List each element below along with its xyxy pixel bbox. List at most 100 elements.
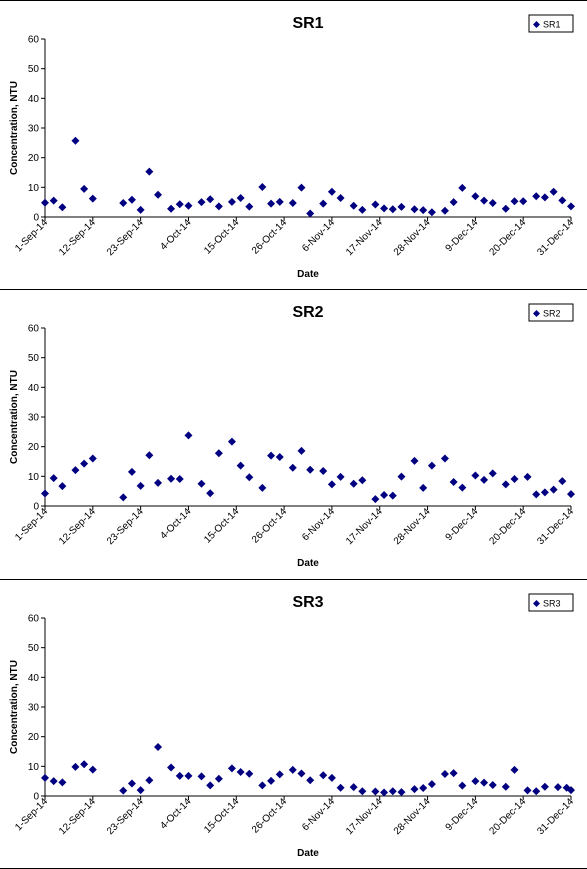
sr3-data-point [532, 787, 541, 796]
sr2-data-point [458, 483, 467, 492]
sr2-data-point [371, 495, 380, 504]
sr2-data-point [532, 490, 541, 499]
sr2-legend-box [528, 303, 574, 322]
sr1-data-point [510, 197, 519, 206]
sr2-legend: SR2 [528, 303, 574, 322]
sr3-data-point [480, 778, 489, 787]
sr3-data-point [419, 783, 428, 792]
sr2-x-tick-label: 9-Dec-14 [444, 506, 481, 543]
sr2-legend-label: SR2 [543, 309, 561, 319]
sr3-data-point [49, 777, 58, 786]
sr1-y-tick-label: 20 [28, 153, 40, 164]
sr1-data-point [71, 136, 80, 145]
sr2-data-point [136, 481, 145, 490]
sr2-data-point [336, 472, 345, 481]
sr2-data-point [397, 472, 406, 481]
sr3-data-point [510, 765, 519, 774]
sr2-x-tick-label: 28-Nov-14 [392, 506, 433, 547]
sr3-data-point [227, 764, 236, 773]
sr1-data-point [319, 199, 328, 208]
sr2-data-point [449, 477, 458, 486]
sr3-data-point [127, 779, 136, 788]
sr1-data-point [358, 205, 367, 214]
sr3-legend-marker [533, 600, 540, 607]
sr3-legend-label: SR3 [543, 599, 561, 609]
sr2-data-point [410, 456, 419, 465]
sr1-y-tick-label: 30 [28, 124, 40, 135]
sr1-data-point [397, 202, 406, 211]
sr3-x-tick-label: 4-Oct-14 [158, 796, 194, 832]
sr3-y-tick-label: 10 [28, 762, 40, 773]
sr2-y-tick-label: 20 [28, 442, 40, 453]
sr1-data-point [80, 184, 89, 193]
sr1-x-tick-label: 15-Oct-14 [202, 217, 242, 257]
sr2-data-point [154, 478, 163, 487]
sr1-data-point [145, 167, 154, 176]
sr1-y-tick-label: 10 [28, 183, 40, 194]
sr1-x-tick-label: 6-Nov-14 [300, 217, 337, 254]
sr3-data-point [306, 776, 315, 785]
sr1-x-tick-label: 17-Nov-14 [344, 217, 385, 258]
sr2-y-tick-label: 60 [28, 324, 40, 335]
sr2-x-tick-label: 15-Oct-14 [202, 506, 242, 546]
sr1-data-point [154, 190, 163, 199]
sr1-x-tick-label: 9-Dec-14 [444, 217, 481, 254]
sr3-chart-title: SR3 [292, 594, 323, 611]
sr2-data-point [58, 482, 67, 491]
sr1-data-point [258, 183, 267, 192]
sr2-data-point [197, 479, 206, 488]
sr3-data-point [397, 788, 406, 797]
sr1-data-point [567, 202, 575, 211]
sr1-data-point [88, 194, 97, 203]
sr3-data-point [449, 769, 458, 778]
sr1-data-point [419, 206, 428, 215]
sr2-data-point [214, 449, 223, 458]
sr3-x-tick-label: 9-Dec-14 [444, 796, 481, 833]
sr1-data-point [349, 201, 358, 210]
sr3-y-tick-label: 0 [33, 792, 39, 803]
sr3-data-point [458, 781, 467, 790]
sr1-data-point [267, 199, 276, 208]
sr3-data-point [327, 773, 336, 782]
sr2-data-point [245, 473, 254, 482]
sr1-x-tick-label: 12-Sep-14 [57, 217, 98, 258]
sr1-data-point [214, 202, 223, 211]
sr1-data-point [532, 192, 541, 201]
sr3-data-point [206, 781, 215, 790]
sr2-data-point [327, 480, 336, 489]
sr2-data-point [440, 454, 449, 463]
sr3-data-point [567, 786, 575, 795]
sr2-y-tick-label: 50 [28, 353, 40, 364]
sr1-data-point [327, 187, 336, 196]
sr3-data-point [119, 786, 128, 795]
sr1-data-point [49, 196, 58, 205]
sr2-x-axis-label: Date [297, 558, 319, 569]
sr2-data-point [71, 466, 80, 475]
sr1-data-point [167, 204, 176, 213]
sr3-data-point [471, 777, 480, 786]
sr3-data-point [288, 765, 297, 774]
sr2-series [41, 431, 575, 504]
sr3-data-point [553, 783, 562, 792]
sr2-data-point [297, 446, 306, 455]
sr1-data-point [197, 198, 206, 207]
sr1-data-point [127, 195, 136, 204]
sr3-data-point [236, 767, 245, 776]
sr2-data-point [480, 475, 489, 484]
sr1-legend-box [528, 14, 574, 33]
sr2-y-tick-label: 40 [28, 383, 40, 394]
sr3-data-point [197, 772, 206, 781]
sr3-data-point [154, 743, 163, 752]
sr3-legend: SR3 [528, 593, 574, 612]
sr1-chart-title: SR1 [292, 15, 323, 32]
sr1-y-tick-label: 0 [33, 213, 39, 224]
sr1-data-point [306, 209, 315, 218]
sr3-data-point [88, 765, 97, 774]
sr2-data-point [567, 490, 575, 499]
sr3-data-point [145, 776, 154, 785]
sr1-y-tick-label: 50 [28, 64, 40, 75]
sr3-x-tick-label: 15-Oct-14 [202, 796, 242, 836]
sr1-x-tick-label: 26-Oct-14 [250, 217, 290, 257]
sr2-y-tick-label: 10 [28, 472, 40, 483]
sr2-data-point [80, 459, 89, 468]
